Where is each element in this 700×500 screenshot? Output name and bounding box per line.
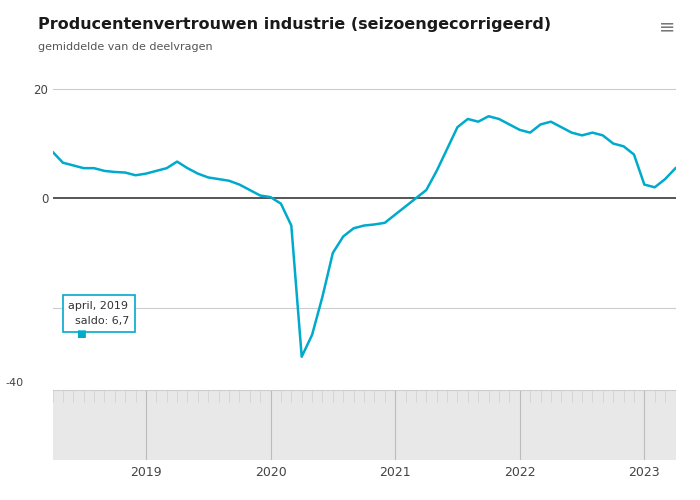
Text: -40: -40 [6,378,24,388]
Text: gemiddelde van de deelvragen: gemiddelde van de deelvragen [38,42,213,52]
Text: ≡: ≡ [659,18,676,36]
Text: Producentenvertrouwen industrie (seizoengecorrigeerd): Producentenvertrouwen industrie (seizoen… [38,18,552,32]
Text: april, 2019
  saldo: 6,7: april, 2019 saldo: 6,7 [68,301,130,326]
Text: ■: ■ [76,328,85,338]
